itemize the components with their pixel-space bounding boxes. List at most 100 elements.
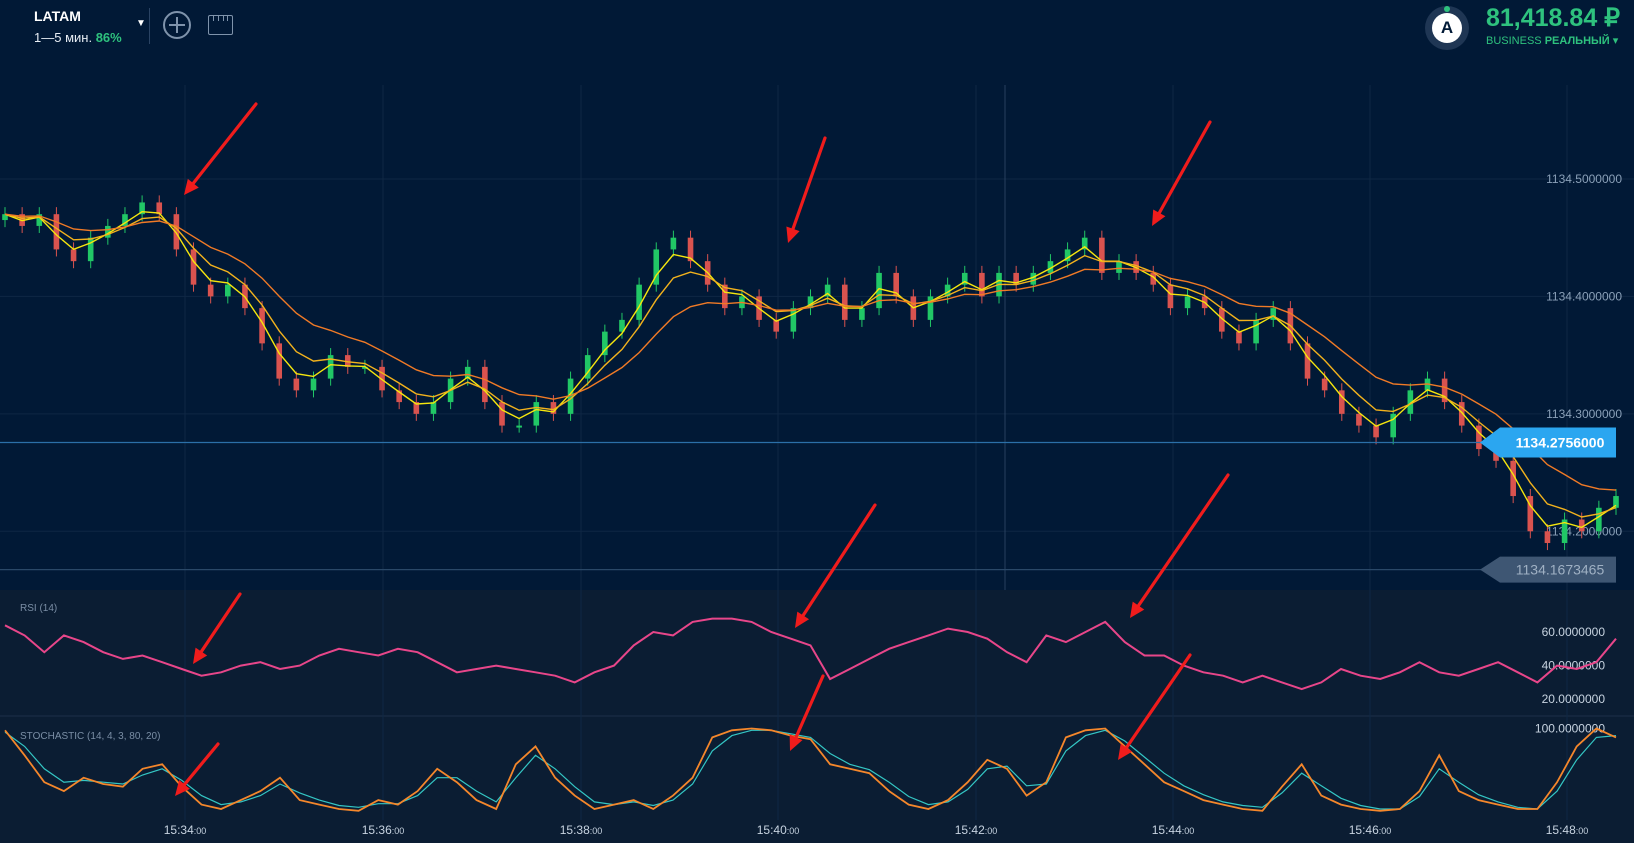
- candle-body: [1407, 390, 1414, 414]
- time-tick-label: 15:40:00: [757, 823, 800, 837]
- candle-body: [876, 272, 882, 309]
- candle-body: [276, 343, 283, 379]
- asset-payout: 86%: [95, 30, 122, 45]
- candle-body: [1561, 519, 1568, 544]
- candle-body: [533, 402, 540, 426]
- ma-fast-line: [4, 210, 1617, 529]
- candle-body: [1527, 496, 1534, 532]
- account-tier: BUSINESS: [1486, 35, 1542, 47]
- time-tick-label: 15:42:00: [955, 823, 998, 837]
- stochastic-title: STOCHASTIC (14, 4, 3, 80, 20): [20, 731, 160, 742]
- candle-body: [1116, 261, 1122, 273]
- arrow-head: [789, 734, 803, 751]
- candle-body: [1510, 460, 1516, 497]
- candle-body: [1013, 272, 1019, 285]
- arrow-head: [795, 611, 810, 628]
- add-asset-button[interactable]: [163, 11, 191, 39]
- candle-body: [87, 237, 94, 262]
- candle-body: [584, 355, 591, 379]
- asset-selector[interactable]: LATAM 1—5 мин. 86%: [34, 8, 122, 45]
- candle-body: [1373, 425, 1379, 438]
- stochastic-k-line: [4, 727, 1617, 812]
- candle-body: [1081, 237, 1088, 250]
- candle-body: [961, 272, 968, 285]
- candle-body: [1304, 343, 1311, 379]
- candle-body: [516, 425, 522, 428]
- candle-body: [464, 366, 471, 379]
- candle-body: [824, 284, 831, 297]
- asset-name: LATAM: [34, 8, 81, 24]
- arrow-shaft: [191, 102, 258, 185]
- candle-body: [1390, 413, 1397, 438]
- candle-body: [1236, 331, 1242, 344]
- candle-body: [396, 390, 402, 403]
- arrow-shaft: [199, 592, 242, 654]
- candle-body: [1356, 413, 1362, 426]
- candle-body: [944, 284, 951, 297]
- candle-body: [1441, 378, 1448, 403]
- candle-body: [893, 272, 899, 297]
- rsi-tick-label: 20.0000000: [1542, 692, 1606, 706]
- ruler-icon[interactable]: [208, 15, 233, 35]
- avatar[interactable]: A: [1425, 6, 1469, 50]
- candle-body: [1270, 308, 1277, 320]
- candle-body: [1544, 531, 1551, 544]
- arrow-shaft: [1124, 653, 1192, 750]
- rsi-panel: [0, 590, 1634, 716]
- candle-body: [687, 237, 694, 262]
- candle-body: [430, 402, 437, 414]
- candle-body: [927, 296, 934, 320]
- chevron-down-icon[interactable]: ▼: [136, 18, 146, 29]
- candle-body: [1219, 308, 1225, 332]
- arrow-shaft: [1157, 120, 1212, 215]
- candle-body: [53, 214, 60, 250]
- arrow-head: [1130, 601, 1145, 618]
- balance[interactable]: 81,418.84 ₽: [1486, 4, 1621, 32]
- candle-body: [1099, 237, 1105, 273]
- candle-body: [1493, 449, 1499, 461]
- status-dot: [1444, 6, 1450, 12]
- candle-body: [1184, 296, 1191, 309]
- account-switch[interactable]: BUSINESS РЕАЛЬНЫЙ ▾: [1486, 34, 1618, 47]
- candle-body: [1458, 402, 1465, 426]
- candle-body: [1150, 272, 1157, 285]
- current-price-label: 1134.2756000: [1516, 434, 1605, 450]
- candle-body: [36, 214, 43, 226]
- candle-body: [670, 237, 677, 250]
- price-tick-label: 1134.4000000: [1546, 289, 1622, 303]
- candles: [2, 195, 1619, 551]
- candle-body: [190, 249, 197, 285]
- price-tick-label: 1134.3000000: [1546, 407, 1622, 421]
- candle-body: [207, 284, 214, 297]
- arrow-head: [1118, 743, 1133, 760]
- rsi-tick-label: 60.0000000: [1542, 625, 1606, 639]
- chevron-down-icon: ▾: [1612, 35, 1619, 47]
- candle-body: [156, 202, 163, 215]
- candle-body: [122, 214, 128, 226]
- candle-body: [259, 308, 265, 344]
- candle-body: [1047, 261, 1054, 273]
- candle-body: [550, 402, 557, 414]
- rsi-line: [4, 617, 1617, 691]
- candle-body: [790, 308, 797, 332]
- arrow-head: [786, 226, 800, 243]
- stochastic-tick-label: 100.0000000: [1535, 721, 1605, 735]
- time-tick-label: 15:34:00: [164, 823, 207, 837]
- candle-body: [636, 284, 642, 320]
- annotation-arrows: [175, 102, 1230, 796]
- candle-body: [105, 225, 111, 238]
- account-type: РЕАЛЬНЫЙ: [1544, 35, 1610, 47]
- stochastic-panel: [0, 716, 1634, 843]
- candle-body: [2, 214, 8, 221]
- asset-timeframe: 1—5 мин.: [34, 30, 93, 45]
- arrow-head: [184, 178, 199, 195]
- time-tick-label: 15:36:00: [362, 823, 405, 837]
- candle-body: [1596, 507, 1602, 532]
- candle-body: [482, 366, 488, 403]
- candle-body: [1321, 378, 1328, 391]
- candle-body: [224, 284, 231, 297]
- time-tick-label: 15:48:00: [1546, 823, 1589, 837]
- candle-body: [807, 296, 814, 309]
- divider: [149, 8, 150, 44]
